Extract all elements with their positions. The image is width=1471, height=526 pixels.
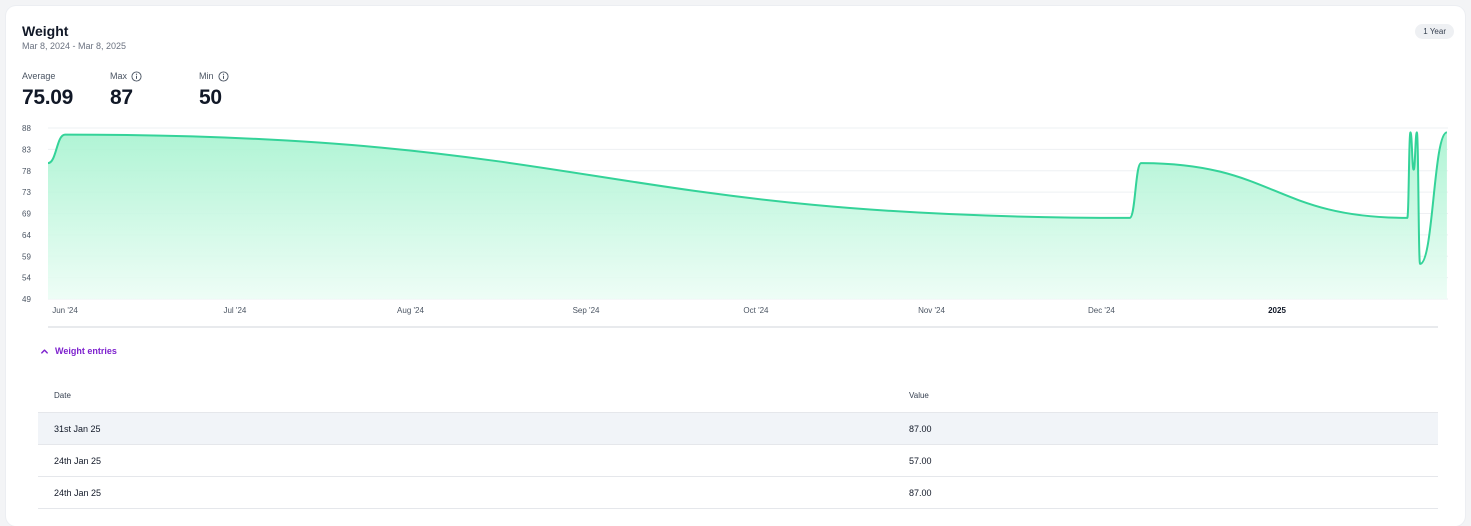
card-title: Weight <box>22 23 69 39</box>
y-tick-label: 64 <box>22 231 31 240</box>
table-header: Date Value <box>38 378 1438 413</box>
table-row[interactable]: 24th Jan 25 57.00 <box>38 445 1438 477</box>
info-circle-icon[interactable] <box>217 70 229 82</box>
chevron-up-icon <box>41 348 48 354</box>
weight-entries-table: Date Value 31st Jan 25 87.00 24th Jan 25… <box>38 378 1438 509</box>
stat-min: Min 50 <box>199 70 229 110</box>
y-tick-label: 69 <box>22 210 31 219</box>
table-row[interactable]: 31st Jan 25 87.00 <box>38 413 1438 445</box>
entry-date: 24th Jan 25 <box>54 487 102 498</box>
y-tick-label: 88 <box>22 124 31 133</box>
stat-min-value: 50 <box>199 86 222 109</box>
weight-series-line[interactable] <box>47 131 1448 265</box>
range-selector-button[interactable]: 1 Year <box>1415 24 1454 39</box>
x-tick-label: Sep '24 <box>573 306 600 315</box>
y-tick-label: 59 <box>22 252 31 261</box>
weight-area-fill <box>48 132 1447 299</box>
x-tick-label: Jul '24 <box>223 306 246 315</box>
stat-max-value: 87 <box>110 86 133 109</box>
stat-max: Max 87 <box>110 70 142 110</box>
x-tick-label: Nov '24 <box>918 306 945 315</box>
weight-entries-toggle[interactable]: Weight entries <box>40 346 117 356</box>
y-tick-label: 73 <box>22 188 31 197</box>
x-tick-label: Jun '24 <box>52 306 78 315</box>
stat-average-value: 75.09 <box>22 86 74 109</box>
date-range: Mar 8, 2024 - Mar 8, 2025 <box>22 41 127 51</box>
x-tick-label: Oct '24 <box>743 306 769 315</box>
stat-average: Average 75.09 <box>22 70 73 110</box>
y-tick-label: 83 <box>22 145 31 154</box>
weight-entries-label: Weight entries <box>55 346 117 356</box>
table-row[interactable]: 24th Jan 25 87.00 <box>38 477 1438 509</box>
y-tick-label: 54 <box>22 274 31 283</box>
x-tick-label: 2025 <box>1268 306 1286 315</box>
entry-date: 31st Jan 25 <box>54 423 101 434</box>
x-tick-label: Aug '24 <box>397 306 424 315</box>
y-tick-label: 78 <box>22 167 31 176</box>
entry-value: 87.00 <box>909 423 932 434</box>
entry-date: 24th Jan 25 <box>54 455 102 466</box>
entry-value: 87.00 <box>909 487 932 498</box>
column-header-date[interactable]: Date <box>54 390 71 400</box>
column-header-value[interactable]: Value <box>909 390 929 400</box>
entry-value: 57.00 <box>909 455 932 466</box>
stat-max-label: Max <box>110 71 128 81</box>
y-tick-label: 49 <box>22 295 31 304</box>
stat-average-label: Average <box>22 71 56 81</box>
weight-card: Weight Mar 8, 2024 - Mar 8, 2025 1 Year … <box>6 6 1465 526</box>
stat-min-label: Min <box>199 71 214 81</box>
weight-area-chart: 88 83 78 73 69 64 59 54 49 Jun '24 Jul '24 Aug '24 S… <box>22 124 1448 328</box>
info-circle-icon[interactable] <box>131 70 142 82</box>
x-tick-label: Dec '24 <box>1088 306 1115 315</box>
